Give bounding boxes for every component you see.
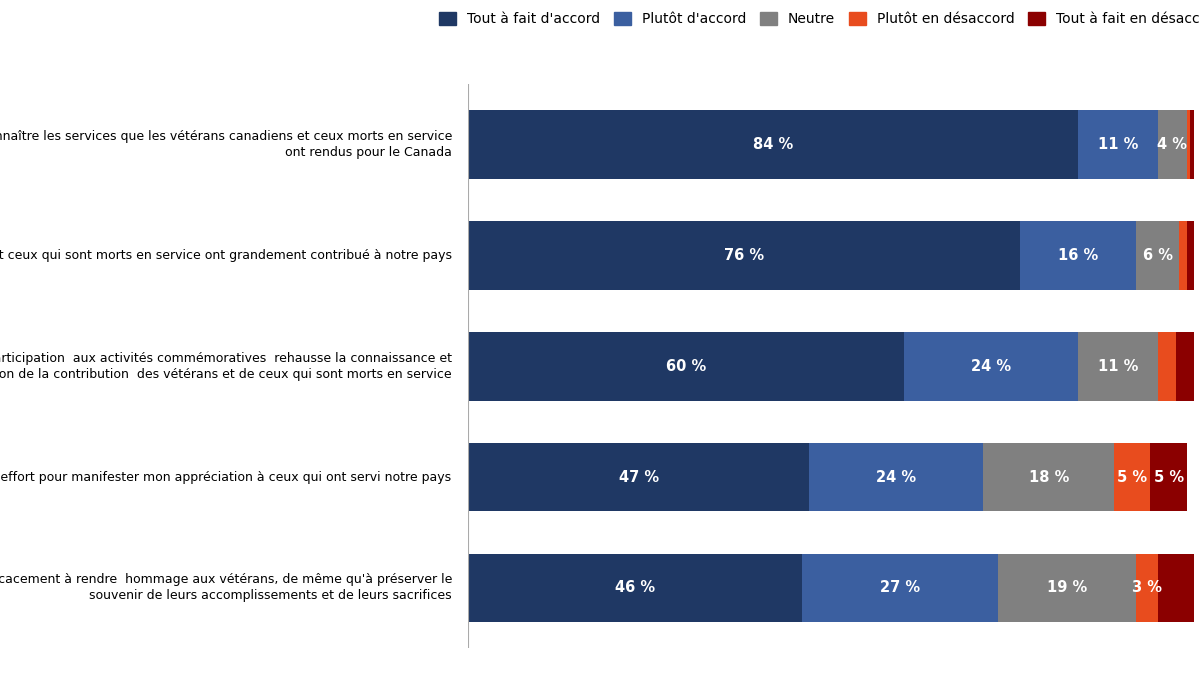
Text: 46 %: 46 % [614,580,655,595]
Bar [809,443,984,512]
Bar [1136,554,1158,622]
Text: 5 %: 5 % [1117,470,1147,485]
Bar [1078,110,1158,179]
Legend: Tout à fait d'accord, Plutôt d'accord, Neutre, Plutôt en désaccord, Tout à fait : Tout à fait d'accord, Plutôt d'accord, N… [433,7,1200,32]
Text: 76 %: 76 % [724,248,764,263]
Bar [468,221,1020,290]
Bar [802,554,998,622]
Text: 47 %: 47 % [618,470,659,485]
Text: 18 %: 18 % [1028,470,1069,485]
Text: 11 %: 11 % [1098,358,1138,374]
Text: 27 %: 27 % [880,580,920,595]
Bar [1136,221,1180,290]
Text: 24 %: 24 % [971,358,1010,374]
Text: 24 %: 24 % [876,470,917,485]
Bar [1187,221,1194,290]
Bar [998,554,1136,622]
Text: 19 %: 19 % [1046,580,1087,595]
Bar [1176,332,1194,400]
Text: 4 %: 4 % [1157,137,1187,152]
Bar [468,443,809,512]
Bar [468,332,904,400]
Text: 84 %: 84 % [752,137,793,152]
Bar [1190,110,1194,179]
Text: 5 %: 5 % [1153,470,1183,485]
Bar [1114,443,1151,512]
Text: 60 %: 60 % [666,358,706,374]
Text: 11 %: 11 % [1098,137,1138,152]
Bar [984,443,1114,512]
Text: 3 %: 3 % [1132,580,1162,595]
Bar [1158,554,1194,622]
Bar [1151,443,1187,512]
Bar [1187,110,1190,179]
Text: 16 %: 16 % [1057,248,1098,263]
Text: 6 %: 6 % [1142,248,1172,263]
Bar [468,554,802,622]
Bar [904,332,1078,400]
Bar [1078,332,1158,400]
Bar [1180,221,1187,290]
Bar [1020,221,1136,290]
Bar [468,110,1078,179]
Bar [1158,332,1176,400]
Bar [1158,110,1187,179]
